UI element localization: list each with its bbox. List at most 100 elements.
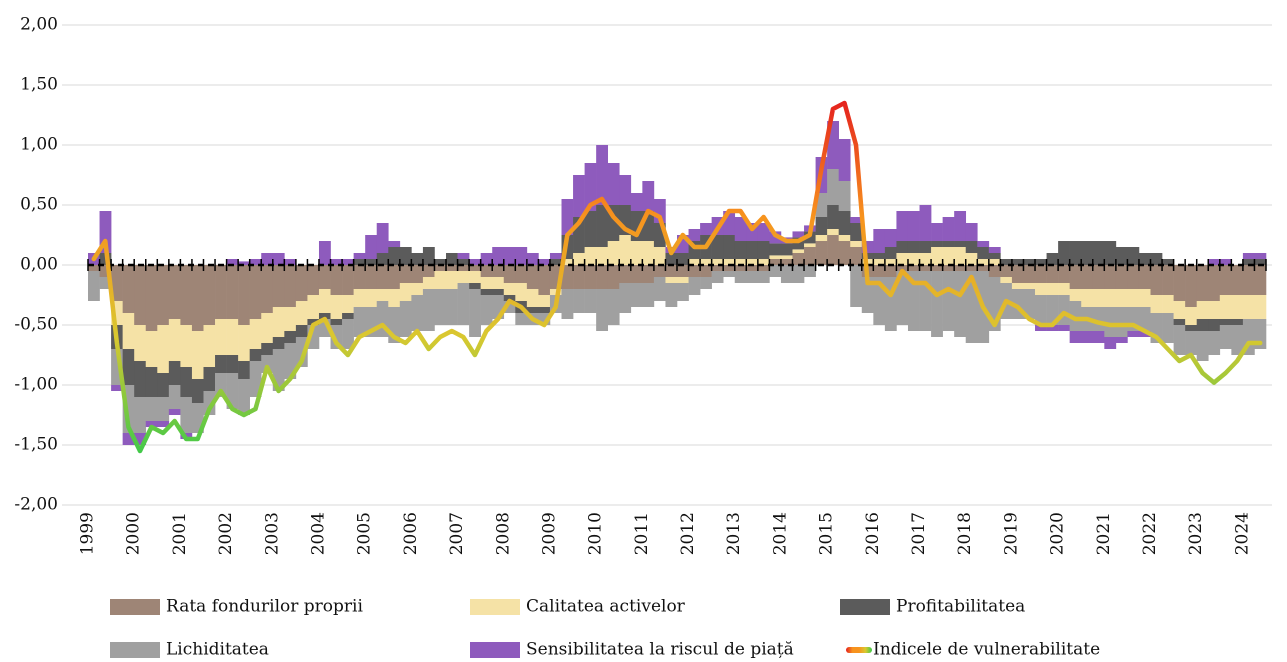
bar-segment	[249, 259, 262, 265]
bar-segment	[746, 259, 759, 265]
bar-segment	[1138, 331, 1151, 337]
bar-segment	[215, 319, 227, 355]
bar-segment	[711, 265, 724, 271]
legend-swatch	[846, 647, 872, 653]
bar-segment	[850, 217, 863, 223]
bar-segment	[284, 265, 297, 307]
bar-segment	[965, 271, 978, 343]
bar-segment	[919, 265, 932, 271]
bar-segment	[677, 235, 689, 253]
bar-segment	[122, 433, 135, 445]
bar-segment	[399, 283, 412, 301]
bar-segment	[677, 283, 689, 301]
bar-segment	[526, 265, 539, 289]
legend-swatch	[840, 599, 890, 615]
bar-segment	[1023, 259, 1036, 265]
bar-segment	[596, 265, 609, 289]
bar-segment	[365, 265, 378, 289]
bar-segment	[191, 265, 204, 331]
bar-segment	[1081, 241, 1094, 265]
bar-segment	[573, 289, 585, 313]
bar-segment	[954, 247, 967, 265]
bar-segment	[642, 241, 655, 265]
bar-segment	[99, 277, 112, 289]
bar-segment	[342, 259, 354, 265]
bar-segment	[249, 361, 262, 397]
bar-segment	[1104, 337, 1117, 349]
bar-segment	[157, 265, 170, 325]
bar-segment	[457, 265, 470, 271]
bar-segment	[931, 247, 943, 265]
bar-segment	[1092, 307, 1105, 331]
bar-segment	[1208, 301, 1221, 319]
bar-segment	[1162, 313, 1174, 343]
bar-segment	[284, 331, 297, 343]
bar-segment	[607, 205, 620, 241]
bar-segment	[515, 283, 528, 301]
bar-segment	[376, 289, 389, 301]
bar-segment	[630, 283, 643, 307]
bar-segment	[665, 277, 678, 283]
bar-segment	[1138, 307, 1151, 331]
bar-segment	[1069, 331, 1082, 343]
bar-segment	[318, 241, 331, 265]
bar-segment	[145, 331, 158, 367]
bar-segment	[815, 241, 828, 265]
bar-segment	[492, 247, 505, 265]
bar-segment	[307, 319, 320, 325]
bar-segment	[1242, 253, 1255, 259]
bar-segment	[850, 265, 863, 307]
bar-segment	[1242, 259, 1255, 265]
bar-segment	[1231, 265, 1244, 295]
bar-segment	[226, 373, 239, 409]
bar-segment	[457, 283, 470, 325]
bar-segment	[838, 241, 851, 265]
bar-segment	[180, 397, 193, 433]
bar-segment	[1000, 265, 1013, 277]
bar-segment	[688, 265, 701, 277]
bar-segment	[711, 235, 724, 259]
bar-segment	[769, 259, 782, 265]
bar-segment	[261, 313, 274, 343]
bar-segment	[792, 237, 805, 250]
bar-segment	[1138, 253, 1151, 265]
x-tick-label: 2012	[678, 512, 698, 555]
bar-segment	[376, 253, 389, 265]
bar-segment	[884, 229, 897, 247]
bar-segment	[1092, 265, 1105, 289]
bar-segment	[596, 247, 609, 265]
bar-segment	[111, 265, 123, 301]
bar-segment	[446, 289, 458, 325]
bar-segment	[111, 349, 123, 385]
bar-segment	[215, 265, 227, 319]
bar-segment	[746, 223, 759, 241]
bar-segment	[873, 229, 886, 253]
bar-segment	[1023, 283, 1036, 289]
bar-segment	[203, 391, 216, 415]
bar-segment	[1219, 319, 1232, 325]
bar-segment	[503, 283, 516, 295]
bar-segment	[584, 289, 597, 313]
bar-segment	[469, 271, 481, 283]
bar-segment	[757, 259, 770, 265]
bar-segment	[1185, 265, 1198, 307]
bar-segment	[1219, 259, 1232, 265]
bar-segment	[1242, 319, 1255, 355]
bar-segment	[434, 259, 447, 265]
bar-segment	[942, 247, 955, 265]
bar-segment	[896, 211, 909, 241]
bar-segment	[515, 247, 528, 265]
bar-segment	[988, 253, 1001, 259]
bar-segment	[1058, 295, 1070, 325]
bar-segment	[642, 211, 655, 241]
bar-segment	[896, 271, 909, 325]
bar-segment	[907, 241, 920, 253]
bar-segment	[284, 307, 297, 331]
x-tick-label: 2005	[355, 512, 375, 555]
bar-segment	[988, 247, 1001, 253]
bar-segment	[157, 397, 170, 421]
bar-segment	[1185, 307, 1198, 325]
bar-segment	[1046, 325, 1059, 331]
bar-segment	[700, 265, 712, 277]
bar-segment	[1150, 313, 1163, 343]
